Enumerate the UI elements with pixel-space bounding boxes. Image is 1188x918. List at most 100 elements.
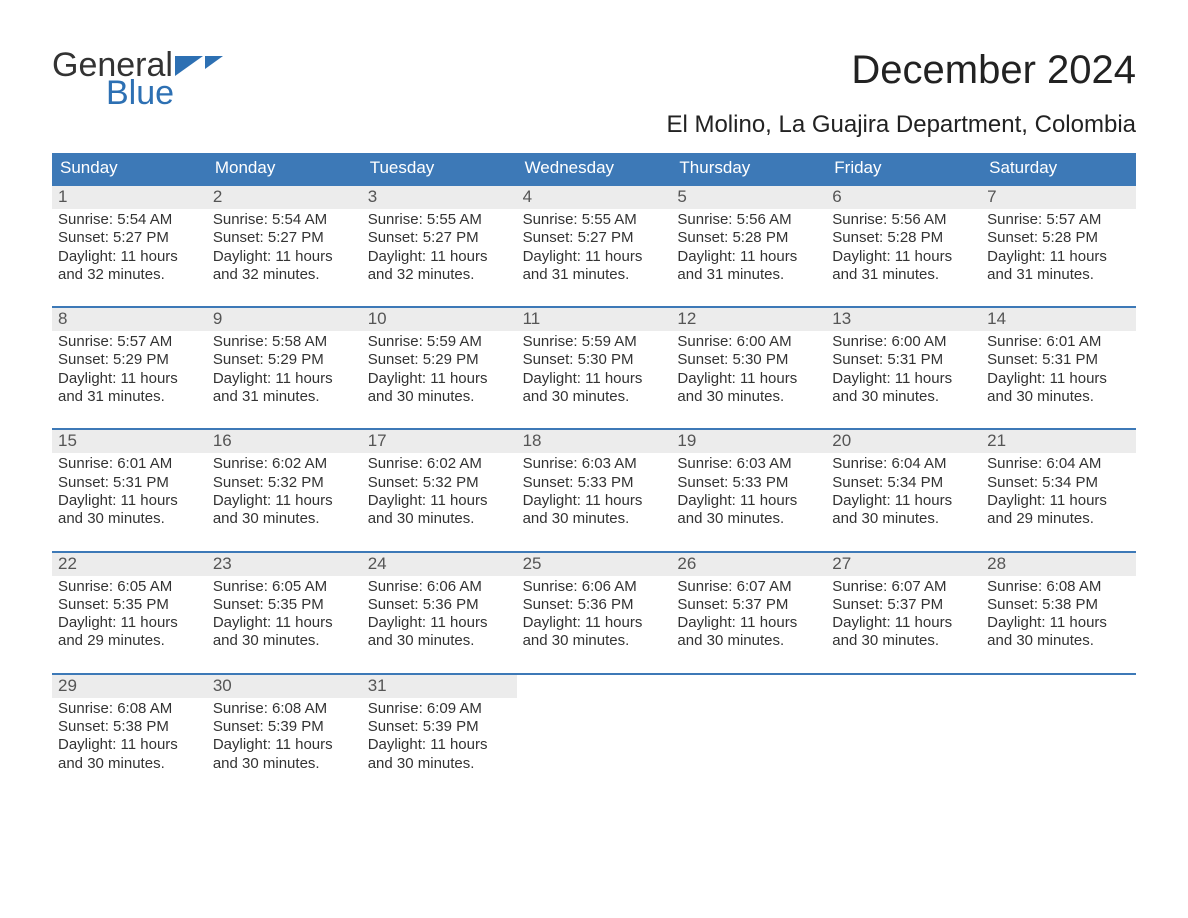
day-details: Sunrise: 5:55 AMSunset: 5:27 PMDaylight:… [517, 209, 672, 288]
sunrise-line: Sunrise: 5:59 AM [368, 333, 511, 351]
calendar-day: 6Sunrise: 5:56 AMSunset: 5:28 PMDaylight… [826, 186, 981, 288]
sunrise-line: Sunrise: 6:08 AM [987, 578, 1130, 596]
sunset-line: Sunset: 5:33 PM [523, 474, 666, 492]
sunrise-line: Sunrise: 5:57 AM [987, 211, 1130, 229]
day-details: Sunrise: 5:56 AMSunset: 5:28 PMDaylight:… [826, 209, 981, 288]
sunrise-line: Sunrise: 6:03 AM [677, 455, 820, 473]
sunrise-line: Sunrise: 6:08 AM [213, 700, 356, 718]
calendar-day: 8Sunrise: 5:57 AMSunset: 5:29 PMDaylight… [52, 308, 207, 410]
calendar-day: 4Sunrise: 5:55 AMSunset: 5:27 PMDaylight… [517, 186, 672, 288]
sunset-line: Sunset: 5:37 PM [677, 596, 820, 614]
daylight-line-1: Daylight: 11 hours [213, 248, 356, 266]
daylight-line-2: and 30 minutes. [58, 510, 201, 528]
sunrise-line: Sunrise: 5:54 AM [213, 211, 356, 229]
sunrise-line: Sunrise: 6:03 AM [523, 455, 666, 473]
daylight-line-1: Daylight: 11 hours [677, 492, 820, 510]
daylight-line-1: Daylight: 11 hours [58, 614, 201, 632]
sunrise-line: Sunrise: 6:01 AM [58, 455, 201, 473]
sunset-line: Sunset: 5:35 PM [213, 596, 356, 614]
location-subtitle: El Molino, La Guajira Department, Colomb… [666, 111, 1136, 139]
day-number: 4 [517, 186, 672, 209]
day-details: Sunrise: 6:08 AMSunset: 5:39 PMDaylight:… [207, 698, 362, 777]
day-number: 29 [52, 675, 207, 698]
day-details: Sunrise: 6:05 AMSunset: 5:35 PMDaylight:… [52, 576, 207, 655]
day-number: 20 [826, 430, 981, 453]
daylight-line-1: Daylight: 11 hours [987, 492, 1130, 510]
calendar-day: 27Sunrise: 6:07 AMSunset: 5:37 PMDayligh… [826, 553, 981, 655]
sunrise-line: Sunrise: 6:00 AM [677, 333, 820, 351]
daylight-line-2: and 30 minutes. [213, 510, 356, 528]
calendar-day: 7Sunrise: 5:57 AMSunset: 5:28 PMDaylight… [981, 186, 1136, 288]
dow-friday: Friday [826, 153, 981, 184]
sunset-line: Sunset: 5:33 PM [677, 474, 820, 492]
day-number: 22 [52, 553, 207, 576]
daylight-line-2: and 31 minutes. [213, 388, 356, 406]
page-title: December 2024 [666, 48, 1136, 93]
sunrise-line: Sunrise: 5:59 AM [523, 333, 666, 351]
day-number: 24 [362, 553, 517, 576]
daylight-line-1: Daylight: 11 hours [832, 248, 975, 266]
sunset-line: Sunset: 5:30 PM [677, 351, 820, 369]
daylight-line-2: and 30 minutes. [368, 755, 511, 773]
daylight-line-1: Daylight: 11 hours [58, 370, 201, 388]
daylight-line-1: Daylight: 11 hours [832, 370, 975, 388]
sunset-line: Sunset: 5:39 PM [213, 718, 356, 736]
day-details: Sunrise: 6:06 AMSunset: 5:36 PMDaylight:… [362, 576, 517, 655]
sunrise-line: Sunrise: 5:58 AM [213, 333, 356, 351]
daylight-line-1: Daylight: 11 hours [213, 370, 356, 388]
calendar-day: 9Sunrise: 5:58 AMSunset: 5:29 PMDaylight… [207, 308, 362, 410]
daylight-line-1: Daylight: 11 hours [213, 736, 356, 754]
sunset-line: Sunset: 5:31 PM [58, 474, 201, 492]
daylight-line-1: Daylight: 11 hours [58, 492, 201, 510]
calendar-day: 31Sunrise: 6:09 AMSunset: 5:39 PMDayligh… [362, 675, 517, 777]
day-number: 19 [671, 430, 826, 453]
day-details: Sunrise: 6:06 AMSunset: 5:36 PMDaylight:… [517, 576, 672, 655]
calendar-week: 8Sunrise: 5:57 AMSunset: 5:29 PMDaylight… [52, 306, 1136, 410]
sunset-line: Sunset: 5:34 PM [987, 474, 1130, 492]
daylight-line-1: Daylight: 11 hours [368, 370, 511, 388]
day-details: Sunrise: 6:01 AMSunset: 5:31 PMDaylight:… [981, 331, 1136, 410]
day-details: Sunrise: 5:54 AMSunset: 5:27 PMDaylight:… [52, 209, 207, 288]
day-number: 30 [207, 675, 362, 698]
sunset-line: Sunset: 5:31 PM [987, 351, 1130, 369]
sunrise-line: Sunrise: 6:01 AM [987, 333, 1130, 351]
daylight-line-1: Daylight: 11 hours [677, 248, 820, 266]
calendar-day [517, 675, 672, 777]
calendar-day: 1Sunrise: 5:54 AMSunset: 5:27 PMDaylight… [52, 186, 207, 288]
daylight-line-1: Daylight: 11 hours [832, 614, 975, 632]
day-details: Sunrise: 5:59 AMSunset: 5:29 PMDaylight:… [362, 331, 517, 410]
day-details: Sunrise: 5:57 AMSunset: 5:28 PMDaylight:… [981, 209, 1136, 288]
day-details: Sunrise: 6:08 AMSunset: 5:38 PMDaylight:… [52, 698, 207, 777]
daylight-line-2: and 30 minutes. [832, 632, 975, 650]
day-number: 23 [207, 553, 362, 576]
calendar-day [671, 675, 826, 777]
sunset-line: Sunset: 5:38 PM [987, 596, 1130, 614]
daylight-line-1: Daylight: 11 hours [677, 614, 820, 632]
day-details: Sunrise: 6:04 AMSunset: 5:34 PMDaylight:… [826, 453, 981, 532]
sunset-line: Sunset: 5:29 PM [368, 351, 511, 369]
sunrise-line: Sunrise: 5:57 AM [58, 333, 201, 351]
daylight-line-2: and 30 minutes. [832, 510, 975, 528]
daylight-line-2: and 30 minutes. [368, 510, 511, 528]
day-details: Sunrise: 6:07 AMSunset: 5:37 PMDaylight:… [671, 576, 826, 655]
sunrise-line: Sunrise: 5:54 AM [58, 211, 201, 229]
sunrise-line: Sunrise: 6:06 AM [368, 578, 511, 596]
calendar-day: 3Sunrise: 5:55 AMSunset: 5:27 PMDaylight… [362, 186, 517, 288]
day-of-week-header: Sunday Monday Tuesday Wednesday Thursday… [52, 153, 1136, 184]
calendar-day: 16Sunrise: 6:02 AMSunset: 5:32 PMDayligh… [207, 430, 362, 532]
daylight-line-2: and 30 minutes. [677, 388, 820, 406]
daylight-line-1: Daylight: 11 hours [213, 614, 356, 632]
day-number: 15 [52, 430, 207, 453]
daylight-line-1: Daylight: 11 hours [987, 248, 1130, 266]
daylight-line-1: Daylight: 11 hours [523, 248, 666, 266]
daylight-line-2: and 30 minutes. [523, 388, 666, 406]
flag-icon [175, 56, 223, 78]
dow-monday: Monday [207, 153, 362, 184]
calendar-day [826, 675, 981, 777]
daylight-line-2: and 30 minutes. [523, 632, 666, 650]
calendar-day: 21Sunrise: 6:04 AMSunset: 5:34 PMDayligh… [981, 430, 1136, 532]
day-details: Sunrise: 6:00 AMSunset: 5:31 PMDaylight:… [826, 331, 981, 410]
day-number: 16 [207, 430, 362, 453]
calendar: Sunday Monday Tuesday Wednesday Thursday… [52, 153, 1136, 777]
daylight-line-2: and 29 minutes. [58, 632, 201, 650]
